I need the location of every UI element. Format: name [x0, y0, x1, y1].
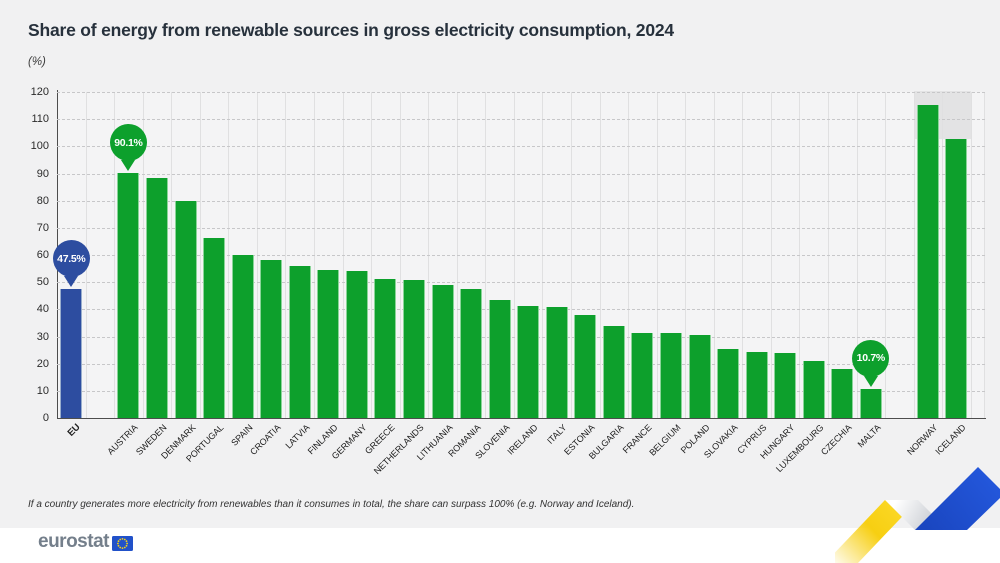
bar-spain — [231, 254, 254, 418]
callout-tail-malta — [863, 375, 878, 387]
y-tick-label: 120 — [30, 86, 49, 98]
bar-denmark — [174, 200, 197, 418]
bar-austria — [117, 173, 140, 418]
bar-romania — [460, 288, 482, 418]
y-tick-label: 60 — [36, 249, 49, 261]
bar-italy — [545, 306, 568, 418]
h-gridline — [57, 173, 985, 175]
h-gridline — [57, 282, 985, 284]
bar-croatia — [260, 260, 283, 418]
bar-belgium — [659, 333, 682, 418]
y-tick-label: 90 — [36, 167, 49, 180]
x-axis-line — [57, 418, 986, 419]
bar-bulgaria — [602, 325, 625, 418]
y-tick-label: 20 — [36, 357, 49, 370]
y-tick-label: 40 — [36, 303, 49, 316]
footer-band — [0, 528, 1000, 563]
eurostat-logo: eurostat — [38, 531, 133, 553]
h-gridline — [57, 227, 985, 229]
y-tick-label: 30 — [36, 330, 49, 343]
h-gridline — [57, 255, 985, 256]
bar-czechia — [831, 369, 854, 418]
bar-france — [631, 332, 654, 418]
bar-norway — [916, 104, 939, 418]
bar-iceland — [945, 138, 968, 418]
callout-malta: 10.7% — [852, 339, 890, 377]
unit-label: (%) — [28, 56, 46, 68]
callout-eu: 47.5% — [52, 240, 90, 277]
bar-cyprus — [745, 352, 768, 418]
bar-finland — [317, 269, 340, 418]
y-tick-label: 80 — [36, 194, 49, 207]
y-tick-label: 70 — [36, 221, 49, 234]
bar-sweden — [145, 177, 168, 418]
bar-chart-plot-area — [57, 91, 985, 418]
bar-hungary — [774, 352, 797, 418]
bar-slovenia — [488, 299, 511, 418]
bar-slovakia — [717, 349, 739, 418]
bar-germany — [345, 270, 368, 418]
bar-estonia — [574, 315, 597, 418]
eurostat-logo-text: eurostat — [38, 531, 109, 552]
y-tick-label: 110 — [31, 113, 49, 126]
h-gridline — [57, 92, 985, 93]
decorative-zigzag-ribbon — [835, 467, 1000, 563]
h-gridline — [57, 146, 985, 148]
footnote-text: If a country generates more electricity … — [28, 499, 635, 510]
bar-luxembourg — [802, 360, 825, 418]
page-title: Share of energy from renewable sources i… — [28, 20, 674, 40]
bar-netherlands — [402, 280, 425, 418]
eu-flag-icon — [111, 536, 133, 551]
bar-ireland — [517, 305, 540, 418]
bar-portugal — [203, 237, 225, 418]
y-tick-label: 0 — [42, 412, 49, 424]
callout-austria: 90.1% — [109, 124, 147, 162]
y-tick-label: 10 — [36, 384, 49, 397]
bar-lithuania — [431, 284, 454, 418]
h-gridline — [57, 200, 985, 202]
y-tick-label: 50 — [36, 276, 49, 289]
y-tick-label: 100 — [30, 140, 49, 153]
callout-tail-eu — [64, 276, 79, 287]
bar-eu — [60, 289, 83, 418]
callout-tail-austria — [121, 160, 136, 172]
h-gridline — [57, 119, 985, 121]
bar-latvia — [288, 266, 311, 418]
bar-greece — [374, 278, 397, 418]
bar-malta — [859, 388, 882, 418]
bar-poland — [688, 335, 711, 418]
